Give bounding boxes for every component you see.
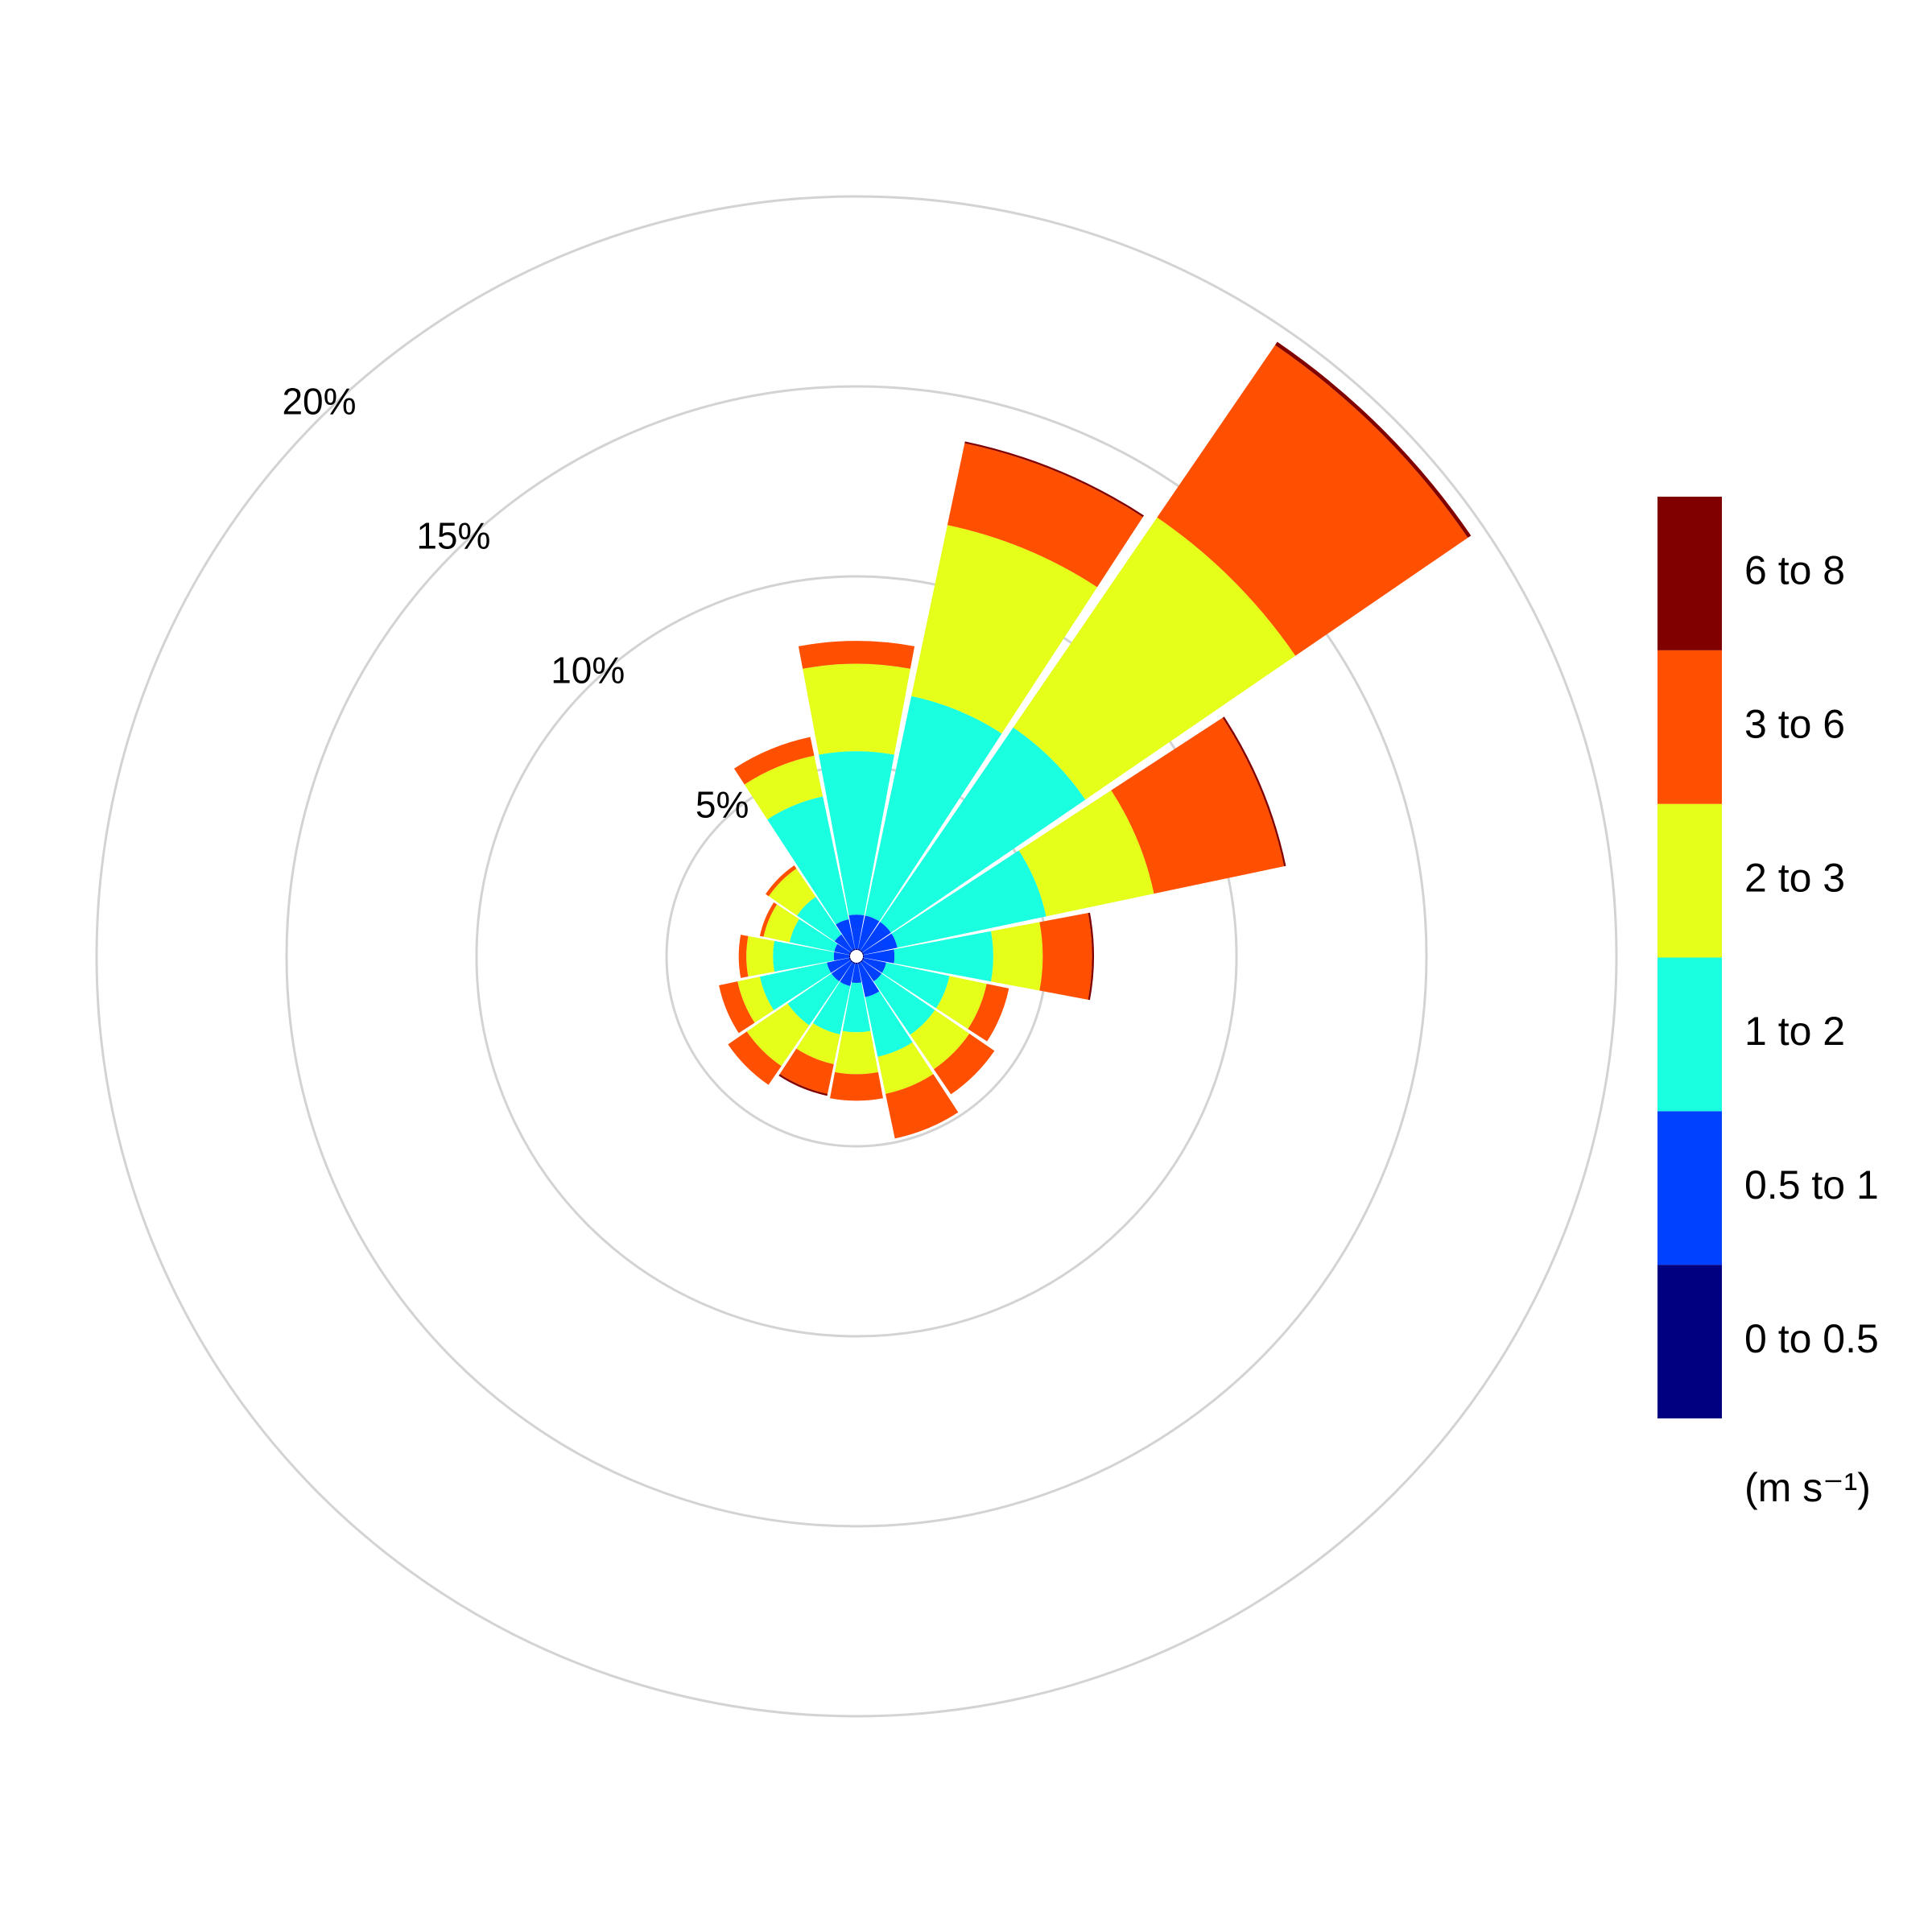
bars — [719, 341, 1472, 1139]
wind-segment — [812, 981, 851, 1034]
wind-segment — [1111, 717, 1285, 894]
legend-title: (m s⁻¹) — [1744, 1465, 1871, 1510]
wind-segment — [768, 868, 816, 916]
legend-label: 0 to 0.5 — [1744, 1316, 1879, 1361]
wind-segment — [1013, 517, 1296, 800]
wind-segment — [744, 755, 824, 819]
wind-segment — [894, 931, 993, 982]
wind-segment — [865, 991, 913, 1057]
wind-segment — [819, 751, 894, 915]
wind-segment — [827, 957, 851, 973]
legend-swatch — [1657, 650, 1722, 804]
ring-label: 10% — [551, 649, 625, 691]
wind-segment — [842, 982, 871, 1033]
wind-segment — [862, 933, 898, 956]
wind-segment — [891, 850, 1046, 948]
center-hole — [850, 950, 863, 963]
wind-segment — [933, 1033, 995, 1095]
wind-segment — [886, 1074, 959, 1139]
wind-segment — [968, 984, 1009, 1042]
wind-segment — [746, 935, 774, 977]
wind-segment — [797, 897, 842, 942]
wind-segment — [738, 935, 749, 978]
wind-segment — [728, 1031, 782, 1085]
legend: 0 to 0.5 0.5 to 1 1 to 2 2 to 3 3 to 6 6 to 8… — [1657, 497, 1879, 1510]
legend-swatch — [1657, 957, 1722, 1112]
wind-segment — [835, 1030, 878, 1075]
wind-segment — [796, 1023, 840, 1064]
wind-segment — [877, 1042, 934, 1094]
legend-label: 3 to 6 — [1744, 701, 1845, 746]
wind-segment — [862, 957, 886, 973]
wind-segment — [779, 1048, 834, 1094]
wind-segment — [1039, 913, 1092, 1000]
legend-swatch — [1657, 1111, 1722, 1265]
wind-segment — [737, 976, 774, 1023]
grid-circle — [285, 385, 1428, 1528]
wind-segment — [719, 981, 755, 1034]
wind-segment — [798, 641, 915, 669]
legend-swatch — [1657, 497, 1722, 650]
wind-segment — [851, 964, 862, 984]
wind-segment — [848, 914, 865, 949]
wind-segment — [935, 976, 987, 1030]
ring-label: 20% — [282, 381, 356, 423]
wind-segment — [880, 727, 1086, 933]
wind-segment — [759, 902, 778, 937]
wind-segment — [767, 796, 849, 925]
wind-segment — [857, 962, 880, 997]
wind-segment — [873, 973, 935, 1035]
wind-segment — [864, 949, 895, 964]
wind-segment — [911, 525, 1098, 734]
legend-label: 1 to 2 — [1744, 1009, 1845, 1054]
wind-segment — [833, 952, 849, 961]
wind-segment — [1018, 790, 1154, 917]
wind-segment — [991, 922, 1043, 991]
wind-segment — [803, 663, 910, 755]
ring-label: 5% — [696, 783, 749, 825]
wind-segment — [789, 919, 838, 952]
legend-swatch — [1657, 803, 1722, 958]
wind-segment — [831, 960, 852, 982]
wind-segment — [773, 940, 835, 972]
wind-segment — [766, 865, 797, 897]
legend-label: 0.5 to 1 — [1744, 1162, 1879, 1208]
wind-segment — [746, 1003, 810, 1067]
wind-segment — [947, 443, 1143, 588]
wind-segment — [763, 904, 799, 943]
wind-segment — [1157, 345, 1468, 656]
legend-label: 6 to 8 — [1744, 548, 1845, 593]
grid-circle — [475, 575, 1238, 1338]
wind-segment — [778, 1074, 828, 1096]
ring-label: 15% — [416, 515, 490, 557]
wind-segment — [733, 737, 815, 785]
wind-segment — [861, 922, 891, 952]
grid-circle — [95, 195, 1618, 1718]
wind-segment — [1088, 912, 1094, 1001]
legend-swatch — [1657, 1265, 1722, 1418]
wind-segment — [830, 1071, 883, 1101]
grid: 5% 10% 15% 20% — [95, 195, 1618, 1718]
wind-segment — [861, 960, 882, 982]
wind-segment — [910, 1009, 970, 1070]
wind-segment — [865, 696, 1002, 922]
wind-segment — [857, 915, 880, 951]
wind-segment — [840, 962, 856, 986]
wind-segment — [834, 943, 851, 956]
legend-label: 2 to 3 — [1744, 855, 1845, 900]
wind-segment — [787, 973, 840, 1026]
wind-segment — [881, 962, 950, 1009]
wind-segment — [836, 919, 856, 951]
wind-segment — [834, 934, 852, 952]
wind-segment — [759, 962, 832, 1011]
